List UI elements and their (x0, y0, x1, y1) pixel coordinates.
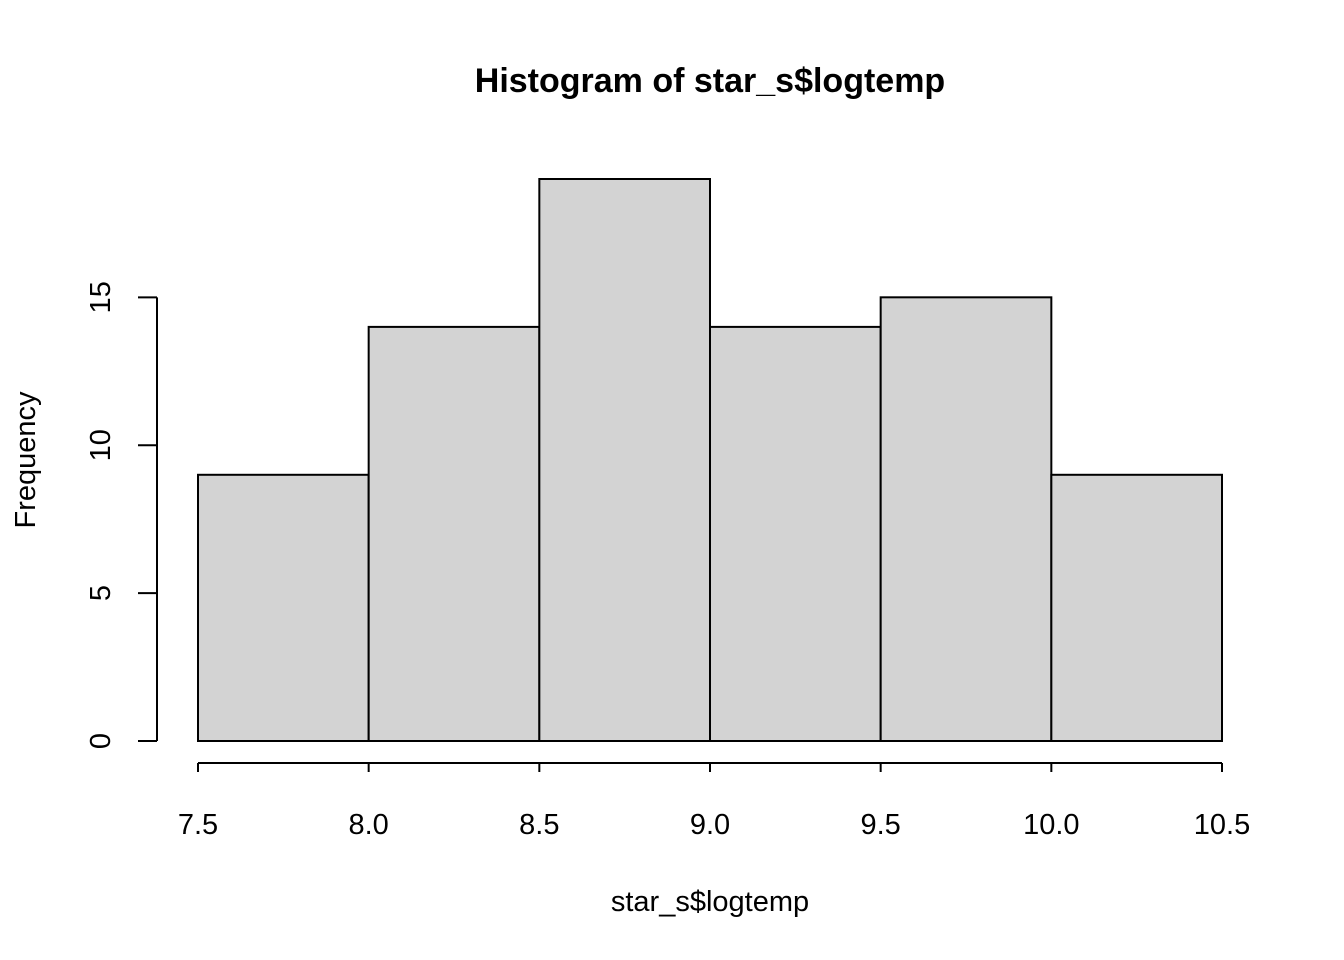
histogram-bar-5 (879, 296, 1053, 742)
y-tick-label: 10 (85, 429, 117, 461)
x-axis-label: star_s$logtemp (611, 886, 809, 918)
x-tick-label: 10.5 (1194, 809, 1250, 841)
histogram-bar-3 (538, 178, 711, 742)
histogram-bars (197, 178, 1224, 742)
y-tick-label: 0 (85, 733, 117, 749)
histogram-bar-4 (709, 325, 882, 742)
chart-title: Histogram of star_s$logtemp (475, 62, 945, 100)
x-tick-label: 8.5 (519, 809, 559, 841)
y-tick-label: 15 (85, 281, 117, 313)
y-tick-label: 5 (85, 585, 117, 601)
x-tick-label: 7.5 (178, 809, 218, 841)
y-axis-label: Frequency (10, 391, 42, 529)
histogram-bar-2 (367, 325, 541, 742)
x-tick-label: 8.0 (349, 809, 389, 841)
histogram-bar-6 (1050, 473, 1224, 742)
x-axis: 7.5 8.0 8.5 9.0 9.5 10.0 10.5 (178, 762, 1250, 841)
x-tick-label: 9.0 (690, 809, 730, 841)
histogram-bar-1 (197, 473, 370, 742)
x-tick-label: 10.0 (1023, 809, 1079, 841)
x-tick-label: 9.5 (861, 809, 901, 841)
y-axis: 0 5 10 15 (85, 281, 158, 749)
